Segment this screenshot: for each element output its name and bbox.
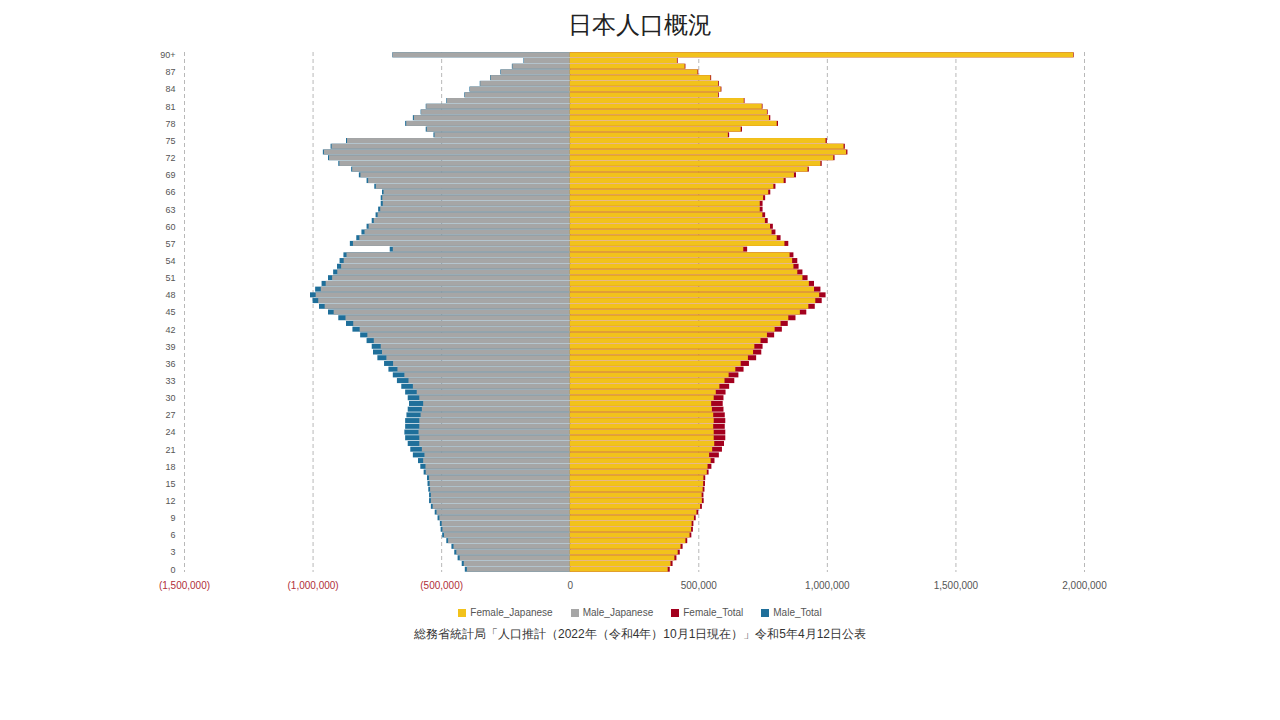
svg-text:60: 60 bbox=[165, 222, 175, 232]
svg-text:57: 57 bbox=[165, 239, 175, 249]
svg-text:75: 75 bbox=[165, 136, 175, 146]
svg-text:(500,000): (500,000) bbox=[420, 580, 463, 591]
svg-text:18: 18 bbox=[165, 462, 175, 472]
svg-text:66: 66 bbox=[165, 187, 175, 197]
svg-text:39: 39 bbox=[165, 342, 175, 352]
svg-text:78: 78 bbox=[165, 119, 175, 129]
svg-text:69: 69 bbox=[165, 170, 175, 180]
svg-text:90+: 90+ bbox=[160, 50, 175, 60]
svg-text:(1,500,000): (1,500,000) bbox=[159, 580, 210, 591]
svg-text:87: 87 bbox=[165, 67, 175, 77]
svg-text:500,000: 500,000 bbox=[681, 580, 718, 591]
svg-text:24: 24 bbox=[165, 427, 175, 437]
html-text:総務省統計局「人口推計（2022年（令和4年）10月1日現在: 総務省統計局「人口推計（2022年（令和4年）10月1日現在）」令和5年4月12… bbox=[414, 627, 866, 641]
svg-text:48: 48 bbox=[165, 290, 175, 300]
svg-text:81: 81 bbox=[165, 102, 175, 112]
svg-text:12: 12 bbox=[165, 496, 175, 506]
html-text:Female_Total: Female_Total bbox=[683, 606, 744, 618]
svg-text:3: 3 bbox=[170, 547, 175, 557]
svg-text:6: 6 bbox=[170, 530, 175, 540]
svg-text:72: 72 bbox=[165, 153, 175, 163]
svg-text:9: 9 bbox=[170, 513, 175, 523]
svg-text:30: 30 bbox=[165, 393, 175, 403]
svg-text:36: 36 bbox=[165, 359, 175, 369]
svg-text:0: 0 bbox=[170, 565, 175, 575]
svg-text:21: 21 bbox=[165, 445, 175, 455]
svg-text:1,500,000: 1,500,000 bbox=[934, 580, 979, 591]
svg-text:33: 33 bbox=[165, 376, 175, 386]
svg-text:15: 15 bbox=[165, 479, 175, 489]
html-text:Male_Total: Male_Total bbox=[773, 606, 822, 618]
svg-text:27: 27 bbox=[165, 410, 175, 420]
svg-text:2,000,000: 2,000,000 bbox=[1062, 580, 1107, 591]
svg-text:(1,000,000): (1,000,000) bbox=[287, 580, 338, 591]
html-text:日本人口概況: 日本人口概況 bbox=[568, 11, 712, 38]
svg-text:42: 42 bbox=[165, 325, 175, 335]
svg-text:84: 84 bbox=[165, 84, 175, 94]
svg-text:1,000,000: 1,000,000 bbox=[805, 580, 850, 591]
svg-text:63: 63 bbox=[165, 205, 175, 215]
html-text:Female_Japanese: Female_Japanese bbox=[470, 606, 553, 618]
svg-text:54: 54 bbox=[165, 256, 175, 266]
svg-text:45: 45 bbox=[165, 307, 175, 317]
html-text:Male_Japanese: Male_Japanese bbox=[582, 606, 654, 618]
svg-text:51: 51 bbox=[165, 273, 175, 283]
svg-text:0: 0 bbox=[567, 580, 573, 591]
